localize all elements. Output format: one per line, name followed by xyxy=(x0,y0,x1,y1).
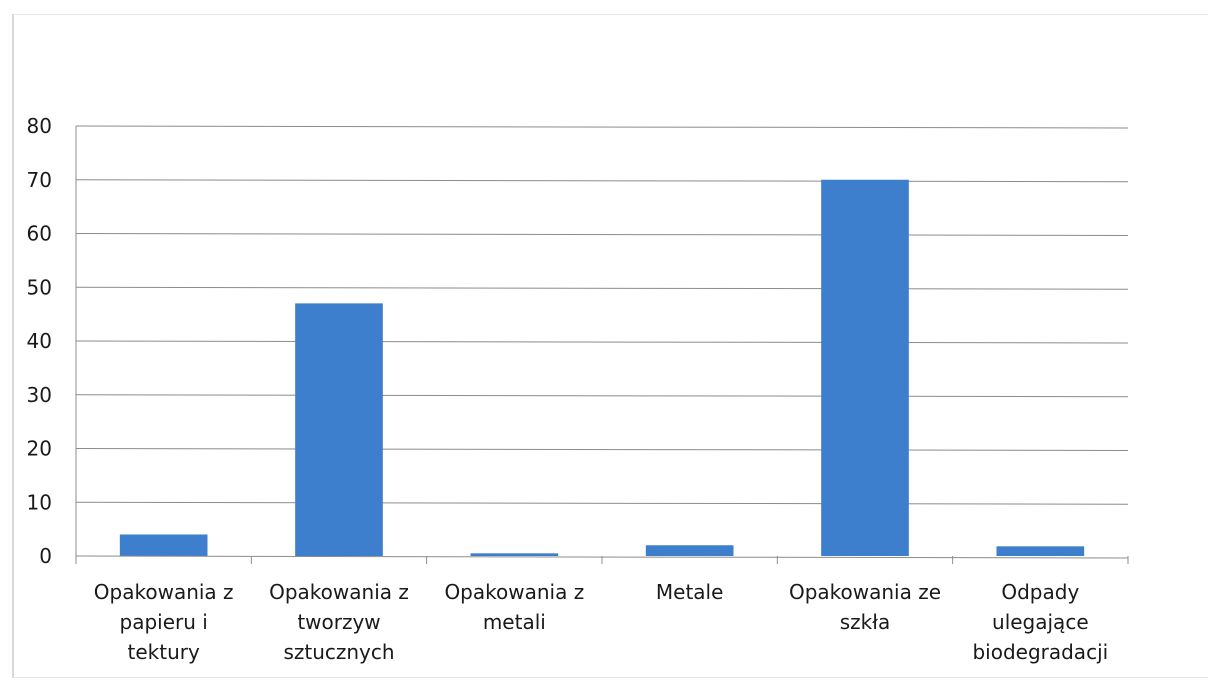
bar xyxy=(470,553,559,556)
gridline xyxy=(75,125,1129,129)
y-tick-label: 20 xyxy=(27,437,52,461)
y-tick-label: 30 xyxy=(27,383,52,407)
y-tick-label: 40 xyxy=(27,329,52,353)
gridline xyxy=(75,501,1129,505)
bar xyxy=(821,179,909,556)
y-tick-label: 50 xyxy=(27,275,52,299)
y-tick-label: 60 xyxy=(27,222,52,246)
gridline xyxy=(75,394,1129,398)
gridlines xyxy=(75,125,1129,505)
bar xyxy=(996,546,1085,556)
x-category-label: Opakowania ze szkła xyxy=(789,580,941,634)
y-tick-label: 10 xyxy=(27,490,52,514)
gridline xyxy=(75,340,1129,344)
y-tick-label: 80 xyxy=(27,114,52,138)
bar xyxy=(119,534,208,556)
x-axis xyxy=(75,126,1129,564)
y-axis-ticks: 0 10 20 30 40 50 60 70 80 xyxy=(27,114,52,568)
y-tick-label: 70 xyxy=(27,168,52,192)
gridline xyxy=(75,448,1129,451)
x-category-label: Opakowania z metali xyxy=(444,580,584,634)
x-axis-labels: Opakowania z papieru i tektury Opakowania z… xyxy=(94,580,1108,664)
gridline xyxy=(75,286,1129,290)
gridline xyxy=(75,233,1129,236)
x-category-label: Opakowania z tworzyw sztucznych xyxy=(269,580,409,664)
bars xyxy=(119,179,1085,556)
y-tick-label: 0 xyxy=(39,544,52,568)
x-category-label: Odpady ulegające biodegradacji xyxy=(972,580,1108,664)
bar xyxy=(645,545,734,556)
bar xyxy=(295,303,383,556)
chart-frame xyxy=(12,14,1208,678)
x-category-label: Opakowania z papieru i tektury xyxy=(94,580,234,664)
x-category-label: Metale xyxy=(656,580,724,604)
gridline xyxy=(75,179,1129,183)
